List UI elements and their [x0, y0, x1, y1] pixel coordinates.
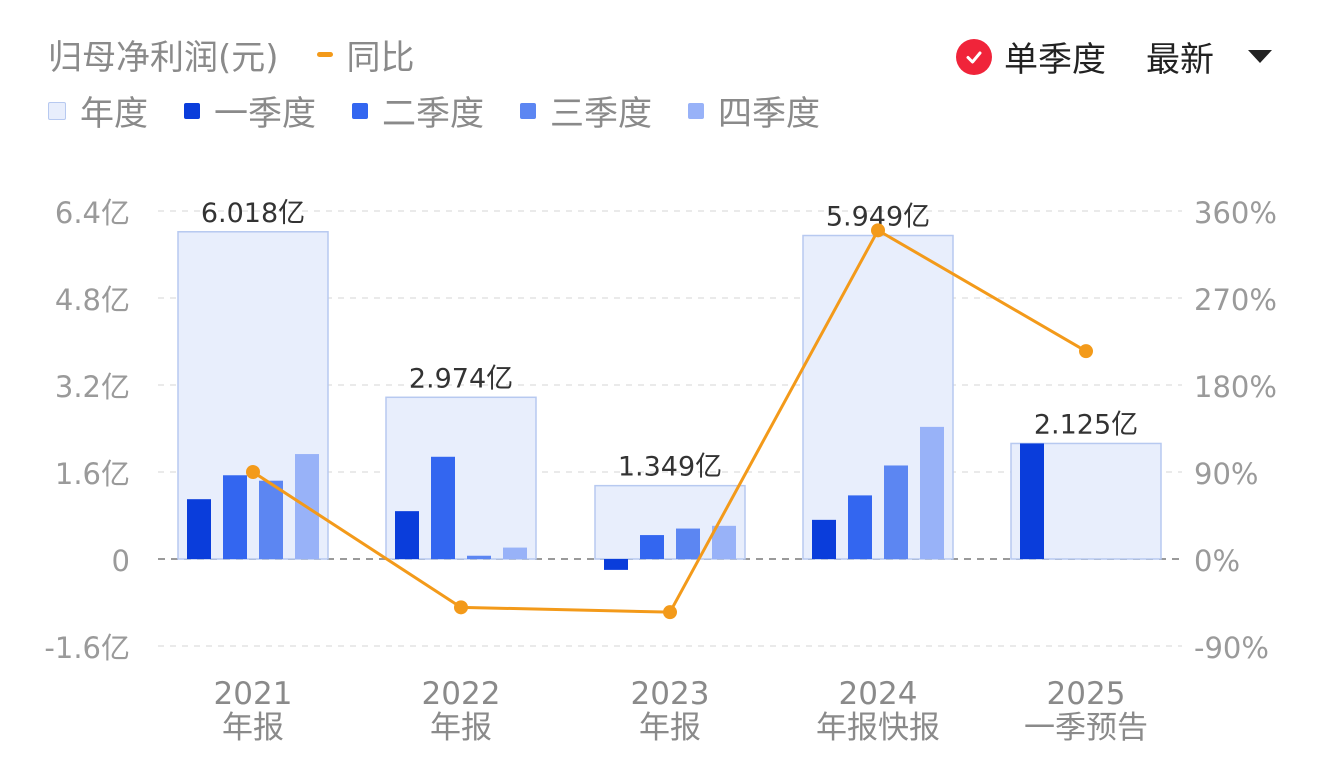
q1-swatch-icon	[184, 102, 200, 119]
quarter-bar-q3	[676, 528, 700, 559]
y-right-tick-label: 90%	[1194, 457, 1258, 491]
quarter-bar-q3	[884, 465, 908, 559]
legend-q3-label: 三季度	[550, 94, 652, 134]
legend-q4-label: 四季度	[718, 94, 820, 134]
q4-swatch-icon	[688, 102, 704, 119]
quarter-bar-q1	[1020, 443, 1044, 559]
quarter-bar-q1	[812, 519, 836, 559]
y-left-tick-label: 6.4亿	[55, 196, 130, 230]
y-right-tick-label: -90%	[1194, 631, 1269, 665]
y-left-tick-label: 1.6亿	[55, 457, 130, 491]
single-quarter-toggle[interactable]: 单季度	[956, 32, 1106, 81]
quarter-bar-q3	[259, 480, 283, 559]
annual-value-label: 6.018亿	[201, 198, 305, 229]
x-tick-kind: 年报	[430, 710, 492, 746]
x-tick-year: 2022	[422, 676, 501, 712]
q3-swatch-icon	[520, 102, 536, 119]
x-tick-kind: 年报	[222, 710, 284, 746]
y-left-tick-label: 4.8亿	[55, 283, 130, 317]
yoy-point	[1079, 344, 1093, 359]
q2-swatch-icon	[352, 102, 368, 119]
y-left-tick-label: 0	[112, 544, 130, 578]
legend-q1-label: 一季度	[214, 94, 316, 134]
annual-swatch-icon	[48, 101, 66, 120]
single-quarter-label: 单季度	[1004, 40, 1106, 80]
legend-yoy[interactable]: 同比	[316, 30, 415, 79]
x-tick-year: 2024	[839, 676, 918, 712]
chart-controls: 单季度 最新	[956, 32, 1272, 81]
quarter-bar-q1	[187, 499, 211, 559]
y-right-tick-label: 360%	[1194, 196, 1277, 230]
y-left-tick-label: 3.2亿	[55, 370, 130, 404]
legend-row-series: 年度 一季度 二季度 三季度 四季度	[48, 86, 856, 135]
chart-title: 归母净利润(元)	[48, 38, 279, 78]
y-left-tick-label: -1.6亿	[44, 631, 130, 665]
x-tick-kind: 一季预告	[1024, 710, 1148, 746]
legend-q2[interactable]: 二季度	[352, 86, 484, 135]
legend-q4[interactable]: 四季度	[688, 86, 820, 135]
quarter-bar-q4	[712, 525, 736, 559]
quarter-bar-q2	[431, 456, 455, 559]
yoy-point	[246, 465, 260, 479]
legend-annual[interactable]: 年度	[48, 86, 148, 135]
legend-q2-label: 二季度	[382, 94, 484, 134]
x-tick-kind: 年报	[639, 710, 701, 746]
quarter-bar-q1	[604, 559, 628, 570]
quarter-bar-q2	[640, 535, 664, 559]
legend-q3[interactable]: 三季度	[520, 86, 652, 135]
yoy-dash-icon	[316, 52, 333, 57]
legend-row-primary: 归母净利润(元) 同比	[48, 30, 451, 79]
yoy-point	[871, 223, 885, 238]
quarter-bar-q2	[848, 495, 872, 559]
sort-dropdown[interactable]: 最新	[1146, 32, 1272, 81]
quarter-bar-q3	[467, 555, 491, 559]
x-tick-year: 2025	[1047, 676, 1126, 712]
quarter-bar-q4	[503, 547, 527, 559]
y-right-tick-label: 180%	[1194, 370, 1277, 404]
sort-dropdown-label: 最新	[1146, 40, 1214, 80]
yoy-point	[454, 600, 468, 615]
yoy-point	[663, 605, 677, 620]
x-tick-kind: 年报快报	[816, 710, 940, 746]
check-circle-icon	[956, 38, 992, 75]
quarter-bar-q4	[920, 426, 944, 559]
x-tick-year: 2023	[631, 676, 710, 712]
annual-value-label: 2.125亿	[1034, 409, 1138, 440]
legend-yoy-label: 同比	[346, 38, 415, 78]
quarter-bar-q2	[223, 475, 247, 559]
annual-value-label: 2.974亿	[409, 363, 513, 394]
y-right-tick-label: 270%	[1194, 283, 1277, 317]
x-tick-year: 2021	[214, 676, 293, 712]
annual-value-label: 1.349亿	[618, 452, 722, 483]
legend-annual-label: 年度	[80, 94, 148, 134]
caret-down-icon	[1248, 50, 1272, 63]
quarter-bar-q1	[395, 511, 419, 559]
legend-q1[interactable]: 一季度	[184, 86, 316, 135]
y-right-tick-label: 0%	[1194, 544, 1240, 578]
